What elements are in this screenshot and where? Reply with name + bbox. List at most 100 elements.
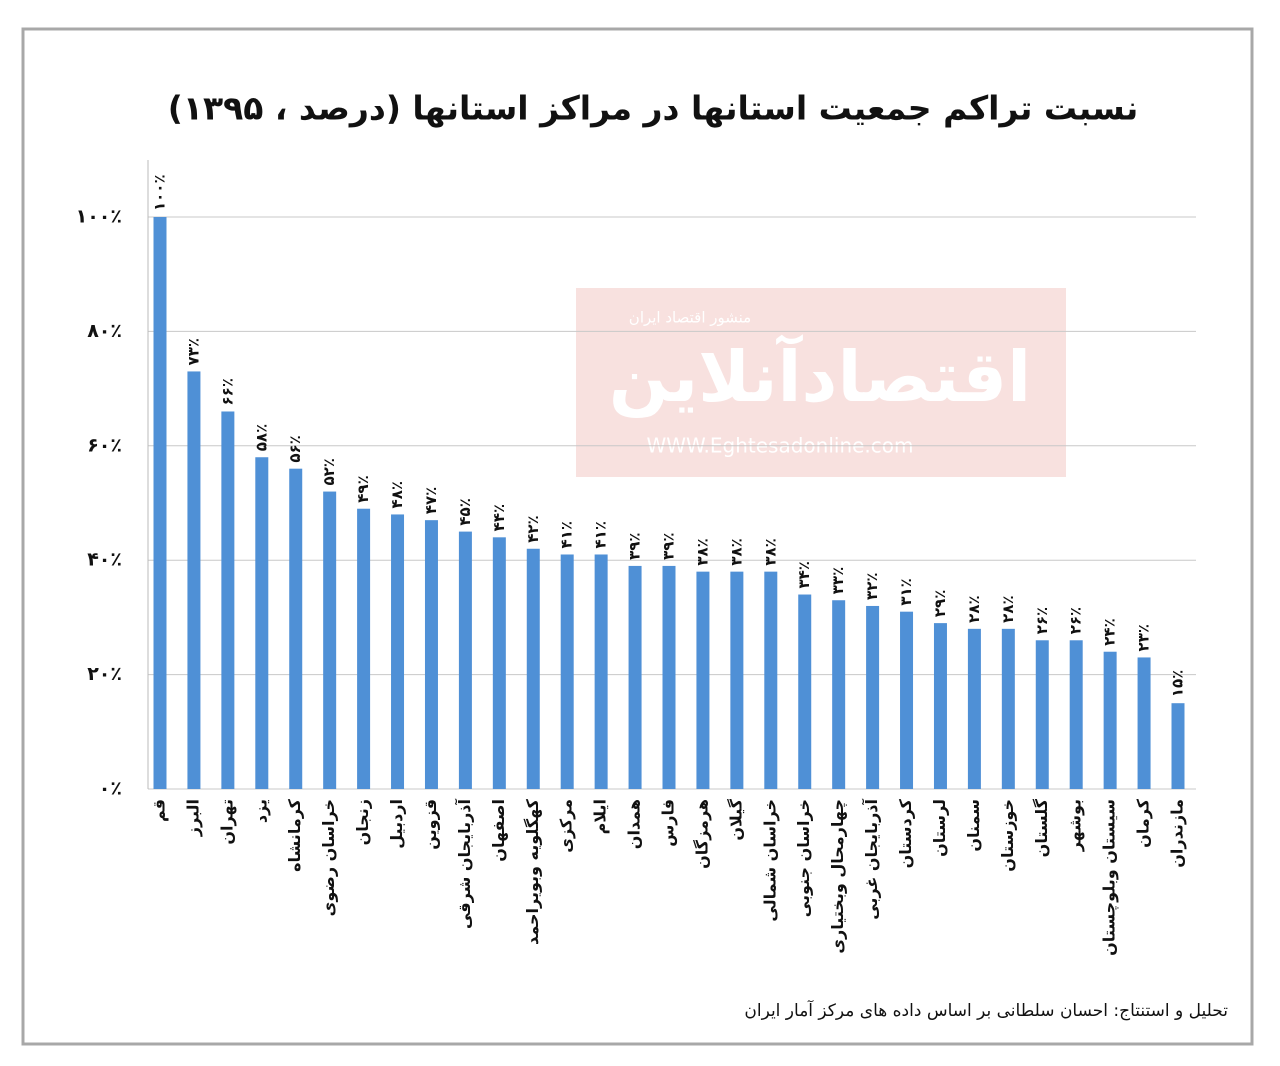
y-tick-label: ۰٪ [99, 778, 122, 800]
value-label: ۲۳٪ [1135, 624, 1153, 651]
x-tick-label: همدان [625, 799, 644, 849]
y-tick-label: ۸۰٪ [87, 320, 122, 342]
bar [560, 554, 574, 789]
value-label: ۳۳٪ [829, 567, 847, 594]
value-label: ۲۸٪ [999, 595, 1017, 622]
x-tick-label: یزد [251, 799, 270, 823]
x-tick-label: زنجان [353, 799, 372, 845]
x-tick-label: آذربایجان شرقی [454, 798, 474, 929]
value-label: ۳۹٪ [626, 532, 644, 559]
x-tick-label: گیلان [726, 798, 745, 840]
x-tick-label: چهارمحال وبختیاری [828, 799, 848, 954]
bar [357, 508, 371, 789]
x-tick-label: فارس [659, 799, 678, 847]
x-tick-label: کرمان [1134, 798, 1153, 848]
bar [1035, 640, 1049, 789]
y-tick-label: ۲۰٪ [87, 663, 122, 685]
bar [424, 520, 438, 789]
x-tick-label: قزوین [421, 799, 440, 850]
x-tick-label: کهگلویه وبویراحمد [523, 798, 542, 945]
value-label: ۲۹٪ [931, 590, 949, 617]
bar [1103, 651, 1117, 789]
bar [662, 565, 676, 789]
bar [221, 411, 235, 789]
chart-title: نسبت تراکم جمعیت استانها در مراکز استانه… [168, 89, 1139, 129]
value-label: ۳۸٪ [727, 538, 745, 565]
watermark-slogan: منشور اقتصاد ایران [629, 309, 751, 327]
x-tick-label: خراسان رضوی [319, 799, 338, 916]
x-tick-label: سیستان وبلوچستان [1100, 799, 1120, 956]
y-tick-label: ۶۰٪ [87, 434, 122, 456]
bar [153, 217, 167, 789]
bar [187, 371, 201, 789]
value-label: ۴۱٪ [592, 521, 610, 548]
x-tick-label: آذربایجان غربی [861, 798, 881, 919]
bar [458, 531, 472, 789]
x-tick-label: تهران [217, 799, 236, 845]
value-label: ۴۴٪ [490, 504, 508, 531]
value-label: ۱۰۰٪ [151, 174, 169, 211]
value-label: ۲۸٪ [965, 595, 983, 622]
x-tick-label: ایلام [591, 799, 610, 834]
bar [289, 468, 303, 789]
value-label: ۳۲٪ [863, 572, 881, 599]
x-tick-label: لرستان [930, 799, 949, 857]
bar [730, 571, 744, 789]
bar [1001, 628, 1015, 789]
value-label: ۶۶٪ [218, 378, 236, 405]
bar [933, 623, 947, 789]
value-label: ۲۶٪ [1067, 607, 1085, 634]
value-label: ۴۸٪ [388, 481, 406, 508]
x-tick-label: مازندران [1168, 799, 1187, 868]
x-tick-label: البرز [183, 799, 202, 837]
value-label: ۴۵٪ [456, 498, 474, 525]
x-tick-label: مرکزی [557, 799, 576, 853]
bar [967, 628, 981, 789]
value-label: ۴۹٪ [354, 475, 372, 502]
y-tick-label: ۴۰٪ [87, 549, 122, 571]
bar [1069, 640, 1083, 789]
bar [1137, 657, 1151, 789]
x-tick-label: خراسان جنوبی [794, 799, 813, 917]
bar [255, 457, 269, 789]
bar [1171, 703, 1185, 789]
x-tick-label: خراسان شمالی [760, 799, 779, 922]
bar [798, 594, 812, 789]
value-label: ۷۳٪ [184, 338, 202, 365]
bar [764, 571, 778, 789]
value-label: ۳۱٪ [897, 578, 915, 605]
x-tick-label: خوزستان [998, 799, 1017, 872]
bar [391, 514, 405, 789]
value-label: ۵۶٪ [286, 435, 304, 462]
bar [900, 611, 914, 789]
x-tick-label: قم [150, 799, 169, 822]
x-tick-label: گلستان [1032, 798, 1051, 857]
value-label: ۱۵٪ [1169, 670, 1187, 697]
x-tick-label: اردبیل [387, 799, 406, 849]
bar [526, 548, 540, 789]
value-label: ۴۷٪ [422, 487, 440, 514]
bar [492, 537, 506, 789]
value-label: ۴۱٪ [558, 521, 576, 548]
bar [696, 571, 710, 789]
bar [594, 554, 608, 789]
source-note: تحلیل و استنتاج: احسان سلطانی بر اساس دا… [744, 999, 1228, 1021]
value-label: ۵۸٪ [252, 424, 270, 451]
x-tick-label: سمنان [964, 799, 983, 852]
x-tick-label: کردستان [896, 798, 915, 868]
value-label: ۲۶٪ [1033, 607, 1051, 634]
bar [628, 565, 642, 789]
bar [832, 600, 846, 789]
bar [323, 491, 337, 789]
value-label: ۴۲٪ [524, 515, 542, 542]
x-tick-label: هرمزگان [692, 799, 711, 869]
bar [866, 605, 880, 789]
value-label: ۳۹٪ [660, 532, 678, 559]
watermark-brand: اقتصادآنلاین [609, 334, 1031, 418]
y-tick-label: ۱۰۰٪ [76, 206, 122, 228]
x-tick-label: اصفهان [489, 799, 508, 862]
x-tick-label: بوشهر [1066, 799, 1085, 852]
x-tick-label: کرمانشاه [285, 798, 304, 872]
value-label: ۳۸٪ [761, 538, 779, 565]
